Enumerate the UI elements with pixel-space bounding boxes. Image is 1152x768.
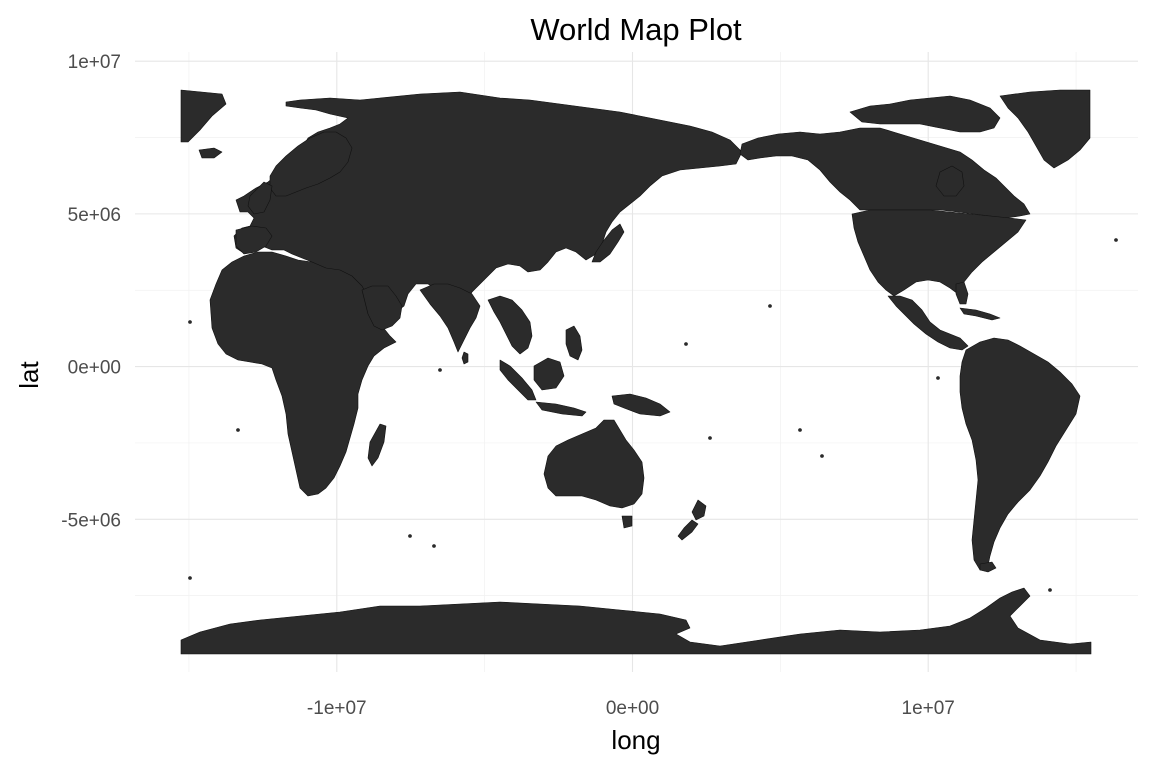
island-dot (768, 304, 772, 308)
island-dot (708, 436, 712, 440)
x-axis-ticks: -1e+07 0e+00 1e+07 (307, 698, 955, 719)
island-dot (408, 534, 412, 538)
island-dot (236, 428, 240, 432)
land-australia (543, 419, 645, 509)
land-borneo (533, 357, 565, 391)
y-axis-title: lat (14, 360, 44, 388)
land-iberia (235, 225, 273, 255)
land-sumatra (499, 359, 537, 401)
y-tick-label: -5e+06 (61, 510, 121, 531)
island-dot (432, 544, 436, 548)
island-dot (188, 576, 192, 580)
land-sri-lanka (461, 351, 469, 365)
land-greenland-east (999, 89, 1091, 169)
land-new-guinea (611, 393, 671, 417)
land-usa (851, 209, 1027, 297)
land-tierra-del-fuego (979, 561, 997, 573)
small-islands (188, 238, 1118, 592)
island-dot (438, 368, 442, 372)
land-new-zealand-south (677, 519, 699, 541)
island-dot (188, 320, 192, 324)
y-tick-label: 5e+06 (68, 205, 121, 226)
x-tick-label: -1e+07 (307, 698, 367, 719)
land-java (535, 401, 587, 417)
land-africa (209, 251, 397, 497)
island-dot (820, 454, 824, 458)
island-dot (684, 342, 688, 346)
land-greenland-west (180, 89, 227, 143)
x-tick-label: 0e+00 (606, 698, 659, 719)
land-tasmania (621, 515, 633, 529)
land-florida (955, 281, 969, 305)
land-mexico-central-america (887, 295, 969, 351)
land-arctic-islands (849, 95, 1001, 133)
island-dot (936, 376, 940, 380)
land-south-america (959, 337, 1081, 571)
land-arabia (361, 285, 403, 331)
land-scandinavia (269, 131, 353, 197)
land-cuba (959, 307, 1001, 321)
y-axis-ticks: 1e+07 5e+06 0e+00 -5e+06 (61, 52, 121, 531)
x-tick-label: 1e+07 (902, 698, 955, 719)
island-dot (1048, 588, 1052, 592)
land-philippines (565, 325, 583, 361)
island-dot (798, 428, 802, 432)
island-dot (1114, 238, 1118, 242)
land-antarctica (180, 587, 1092, 655)
land-hudson-region (935, 165, 965, 197)
x-axis-title: long (611, 725, 660, 755)
land-uk-ireland (247, 181, 273, 215)
y-tick-label: 1e+07 (68, 52, 121, 73)
land-new-zealand-north (691, 499, 707, 521)
land-india (419, 283, 481, 353)
land-iceland (198, 147, 223, 159)
land-southeast-asia (487, 295, 533, 355)
chart-title: World Map Plot (530, 12, 742, 47)
y-tick-label: 0e+00 (68, 358, 121, 379)
landmasses (180, 89, 1092, 655)
land-alaska-canada (739, 127, 1031, 219)
land-madagascar (367, 423, 387, 467)
land-japan (591, 223, 625, 263)
